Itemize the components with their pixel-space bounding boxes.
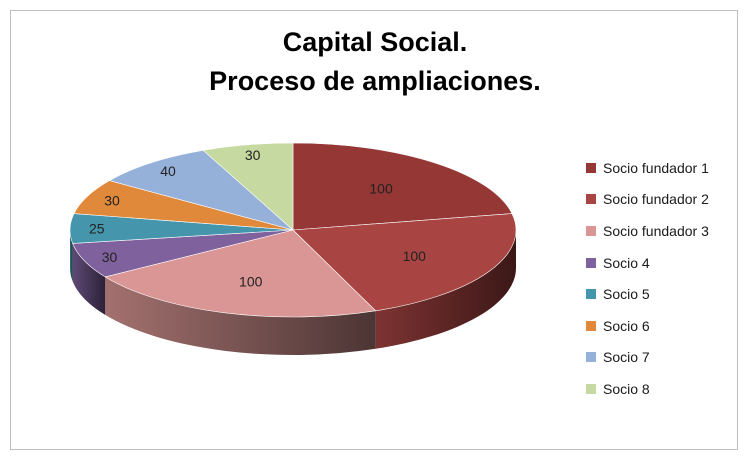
- legend-swatch-3: [586, 225, 596, 236]
- legend-label-5: Socio 5: [603, 286, 650, 303]
- legend-item-5: Socio 5: [586, 278, 709, 310]
- chart-legend: Socio fundador 1 Socio fundador 2 Socio fu…: [586, 152, 709, 405]
- pie-side-3: [72, 243, 106, 315]
- pie-slice-7: [108, 150, 294, 231]
- chart-title-line1: Capital Social.: [282, 27, 468, 57]
- pie-slice-1: [292, 142, 513, 231]
- legend-label-1: Socio fundador 1: [603, 159, 709, 176]
- data-label-4: 30: [102, 249, 118, 265]
- legend-label-8: Socio 8: [603, 380, 650, 397]
- pie-slice-3: [104, 229, 377, 318]
- data-label-8: 30: [245, 147, 261, 163]
- pie-side-walls: [70, 230, 516, 355]
- pie-slice-8: [202, 142, 294, 231]
- data-label-7: 40: [160, 163, 176, 179]
- data-label-2: 100: [403, 248, 427, 264]
- legend-swatch-6: [586, 320, 596, 331]
- legend-swatch-4: [586, 257, 596, 268]
- legend-swatch-8: [586, 383, 596, 394]
- legend-swatch-2: [586, 194, 596, 205]
- pie-side-4: [70, 230, 73, 282]
- data-label-6: 30: [104, 192, 120, 208]
- data-label-1: 100: [369, 180, 393, 196]
- pie-side-1: [375, 230, 516, 349]
- legend-label-2: Socio fundador 2: [603, 191, 709, 208]
- legend-swatch-1: [586, 162, 596, 173]
- data-label-3: 100: [239, 273, 263, 289]
- legend-label-7: Socio 7: [603, 349, 650, 366]
- legend-swatch-7: [586, 352, 596, 363]
- legend-item-7: Socio 7: [586, 342, 709, 374]
- legend-label-6: Socio 6: [603, 317, 650, 334]
- legend-label-3: Socio fundador 3: [603, 222, 709, 239]
- legend-label-4: Socio 4: [603, 254, 650, 271]
- legend-item-2: Socio fundador 2: [586, 184, 709, 216]
- legend-item-1: Socio fundador 1: [586, 152, 709, 184]
- pie-slice-2: [292, 213, 517, 312]
- data-label-5: 25: [89, 221, 105, 237]
- legend-item-8: Socio 8: [586, 373, 709, 405]
- legend-swatch-5: [586, 289, 596, 300]
- chart-title-line2: Proceso de ampliaciones.: [209, 66, 541, 96]
- pie-side-2: [105, 276, 376, 355]
- legend-item-3: Socio fundador 3: [586, 215, 709, 247]
- legend-item-4: Socio 4: [586, 247, 709, 279]
- legend-item-6: Socio 6: [586, 310, 709, 342]
